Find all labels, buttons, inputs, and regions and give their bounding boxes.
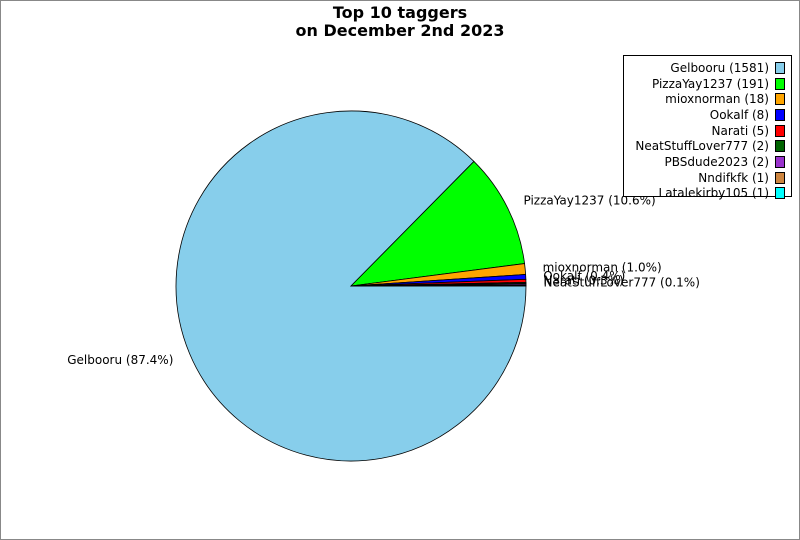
chart-title-line-1: Top 10 taggers	[333, 3, 467, 22]
legend-item: Nndifkfk (1)	[628, 170, 785, 186]
legend-label: mioxnorman (18)	[665, 92, 769, 107]
legend-swatch	[775, 171, 785, 184]
legend-item: PizzaYay1237 (191)	[628, 76, 785, 92]
legend-label: Gelbooru (1581)	[670, 60, 769, 75]
legend-label: PBSdude2023 (2)	[664, 154, 769, 169]
legend-item: Gelbooru (1581)	[628, 60, 785, 76]
legend-swatch	[775, 93, 785, 106]
legend-swatch	[775, 155, 785, 168]
chart-title: Top 10 taggers on December 2nd 2023	[296, 3, 505, 40]
legend-label: Ookalf (8)	[709, 107, 769, 122]
pie-slice-pizzayay1237	[349, 160, 526, 287]
slice-label-mioxnorman: mioxnorman (1.0%)	[543, 260, 662, 274]
legend-label: PizzaYay1237 (191)	[651, 76, 769, 91]
slice-label-neatstufflover777: NeatStuffLover777 (0.1%)	[543, 276, 699, 290]
legend: Gelbooru (1581) PizzaYay1237 (191) mioxnor…	[623, 55, 792, 200]
legend-item: Latalekirby105 (1)	[628, 186, 785, 202]
slice-label-ookalf: Ookalf (0.4%)	[543, 269, 625, 283]
legend-item: Narati (5)	[628, 123, 785, 139]
chart-title-line-2: on December 2nd 2023	[296, 21, 505, 40]
pie-slices	[175, 110, 527, 462]
slice-label-pizzayay1237: PizzaYay1237 (10.6%)	[523, 194, 655, 208]
legend-swatch	[775, 187, 785, 200]
legend-item: PBSdude2023 (2)	[628, 154, 785, 170]
legend-item: mioxnorman (18)	[628, 91, 785, 107]
legend-swatch	[775, 61, 785, 74]
legend-item: Ookalf (8)	[628, 107, 785, 123]
legend-item: NeatStuffLover777 (2)	[628, 138, 785, 154]
legend-swatch	[775, 124, 785, 137]
pie-slice-labels: Gelbooru (87.4%) PizzaYay1237 (10.6%) miox…	[67, 194, 700, 368]
legend-label: Nndifkfk (1)	[698, 170, 769, 185]
legend-swatch	[775, 108, 785, 121]
legend-swatch	[775, 140, 785, 153]
legend-label: NeatStuffLover777 (2)	[635, 139, 769, 154]
legend-label: Narati (5)	[711, 123, 769, 138]
legend-label: Latalekirby105 (1)	[658, 186, 769, 201]
slice-label-gelbooru: Gelbooru (87.4%)	[67, 353, 173, 367]
pie-slice-latalekirby105	[350, 284, 527, 287]
legend-swatch	[775, 77, 785, 90]
slice-label-narati: Narati (0.3%)	[543, 273, 623, 287]
